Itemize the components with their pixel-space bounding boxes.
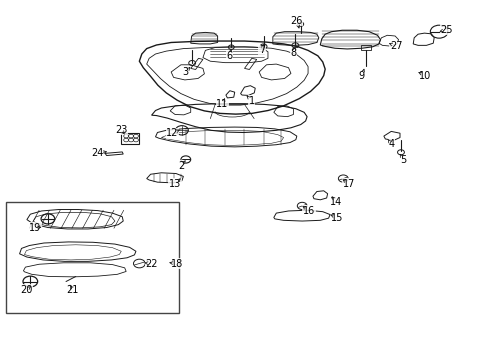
Text: 6: 6 (226, 51, 232, 61)
Text: 1: 1 (248, 96, 254, 106)
Text: 22: 22 (145, 258, 158, 269)
Text: 2: 2 (178, 161, 183, 171)
Text: 8: 8 (290, 48, 296, 58)
Text: 15: 15 (330, 213, 343, 223)
Text: 26: 26 (290, 16, 303, 26)
Text: 27: 27 (389, 41, 402, 51)
Text: 20: 20 (20, 285, 33, 295)
Text: 18: 18 (171, 259, 183, 269)
Text: 3: 3 (183, 67, 188, 77)
Text: 16: 16 (302, 206, 315, 216)
Text: 23: 23 (115, 125, 127, 135)
Text: 19: 19 (29, 223, 41, 233)
Text: 17: 17 (342, 179, 355, 189)
Text: 4: 4 (387, 139, 393, 149)
Text: 12: 12 (166, 128, 179, 138)
Text: 11: 11 (216, 99, 228, 109)
Text: 10: 10 (418, 71, 431, 81)
Text: 13: 13 (168, 179, 181, 189)
Text: 5: 5 (400, 155, 406, 165)
Text: 21: 21 (66, 285, 79, 295)
Text: 24: 24 (91, 148, 104, 158)
Text: 9: 9 (358, 71, 364, 81)
Text: 7: 7 (259, 45, 264, 55)
Text: 25: 25 (439, 24, 452, 35)
Text: 14: 14 (329, 197, 342, 207)
